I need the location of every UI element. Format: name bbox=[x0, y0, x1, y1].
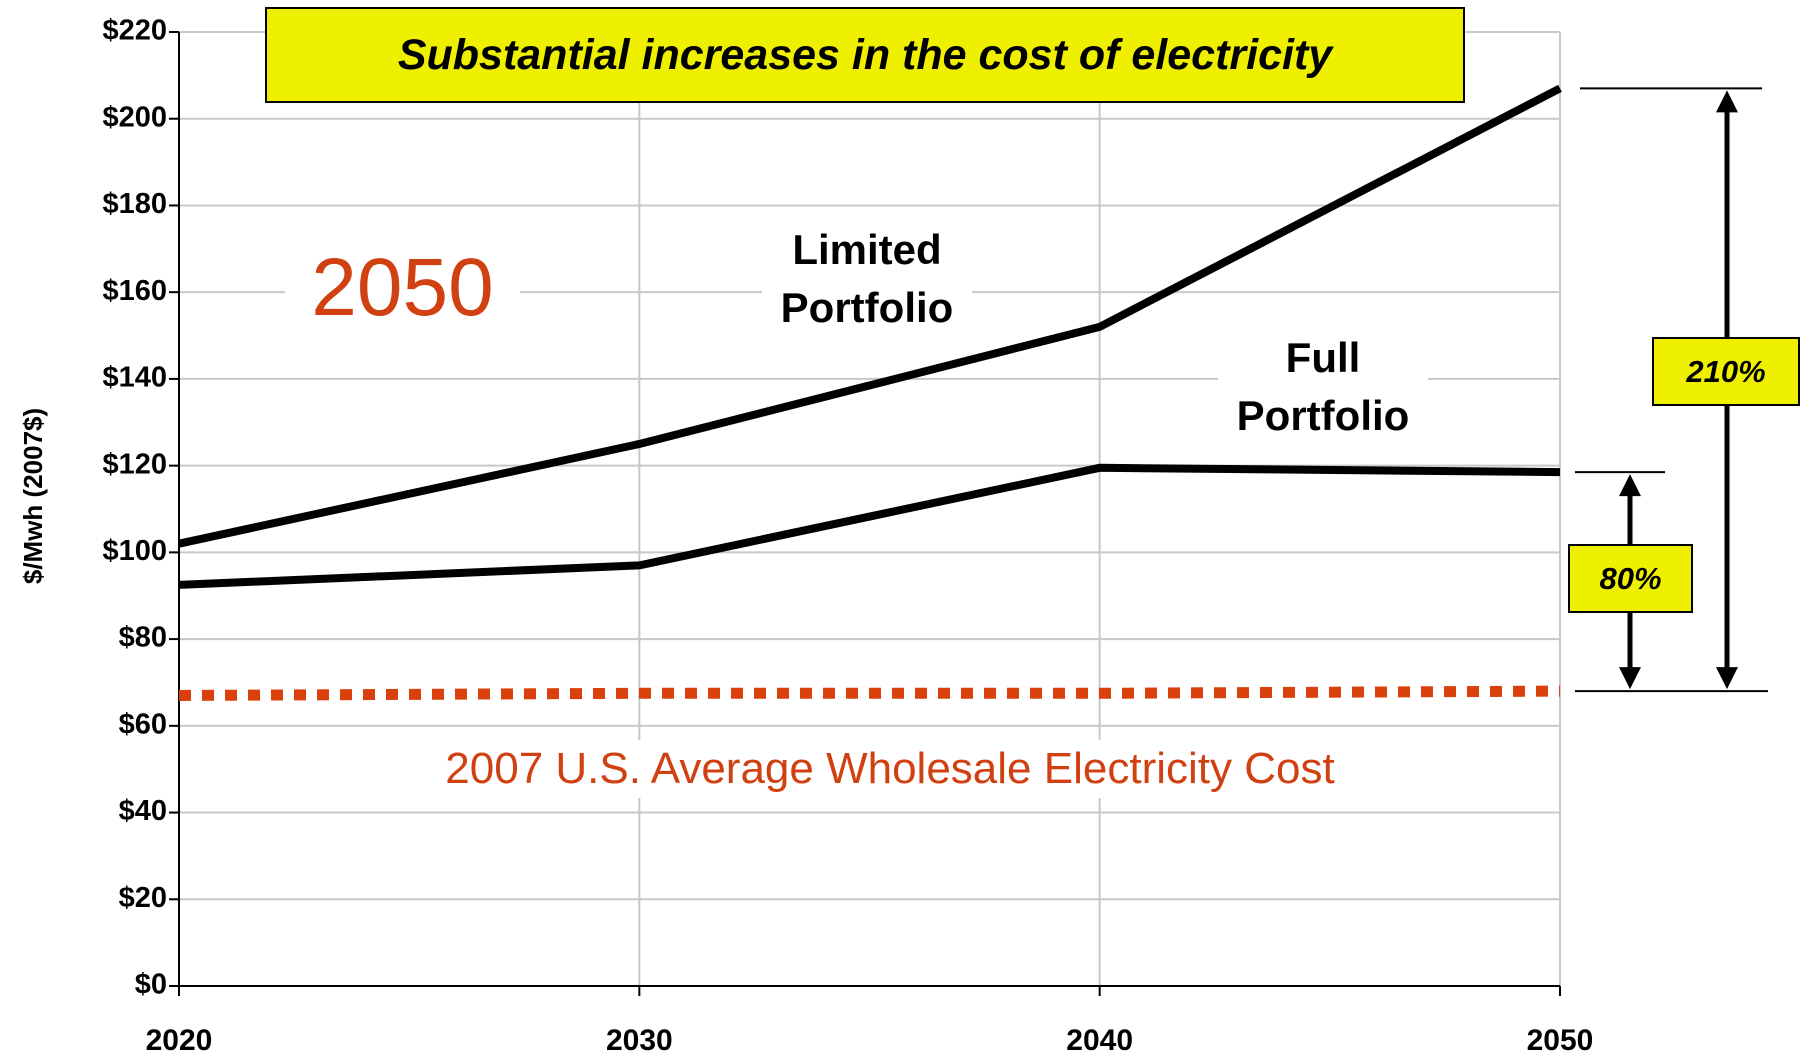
y-tick-label: $40 bbox=[119, 795, 167, 827]
y-tick-label: $120 bbox=[102, 448, 167, 480]
arrow-head bbox=[1619, 667, 1641, 690]
x-tick-label: 2020 bbox=[146, 1024, 213, 1057]
y-tick-label: $60 bbox=[119, 708, 167, 740]
arrow-head bbox=[1716, 90, 1738, 113]
line bbox=[178, 685, 1561, 701]
year-label: 2050 bbox=[285, 240, 520, 336]
series-label: Limited Portfolio bbox=[762, 221, 972, 337]
increase-label: 80% bbox=[1568, 544, 1693, 613]
chart-title: Substantial increases in the cost of ele… bbox=[265, 7, 1465, 103]
baseline-label: 2007 U.S. Average Wholesale Electricity … bbox=[380, 740, 1400, 798]
x-tick-label: 2040 bbox=[1066, 1024, 1133, 1057]
y-axis-title: $/Mwh (2007$) bbox=[18, 408, 48, 584]
y-tick-label: $180 bbox=[102, 188, 167, 220]
x-tick-label: 2030 bbox=[606, 1024, 673, 1057]
series-label: Full Portfolio bbox=[1218, 329, 1428, 445]
arrow-head bbox=[1619, 474, 1641, 497]
y-tick-label: $20 bbox=[119, 882, 167, 914]
line bbox=[178, 84, 1562, 548]
y-tick-label: $140 bbox=[102, 362, 167, 394]
arrow-head bbox=[1716, 667, 1738, 690]
x-tick-label: 2050 bbox=[1527, 1024, 1594, 1057]
y-tick-label: $160 bbox=[102, 275, 167, 307]
grid: $0 $20 $40 $60 $80 $100 $120 $140 $160 $180 $200 $2… bbox=[102, 15, 1593, 1057]
marks bbox=[178, 84, 1562, 701]
y-tick-label: $0 bbox=[135, 969, 167, 1001]
line bbox=[178, 463, 1561, 589]
increase-label: 210% bbox=[1652, 337, 1800, 406]
y-tick-label: $100 bbox=[102, 535, 167, 567]
y-tick-label: $220 bbox=[102, 15, 167, 47]
y-tick-label: $80 bbox=[119, 622, 167, 654]
y-tick-label: $200 bbox=[102, 101, 167, 133]
